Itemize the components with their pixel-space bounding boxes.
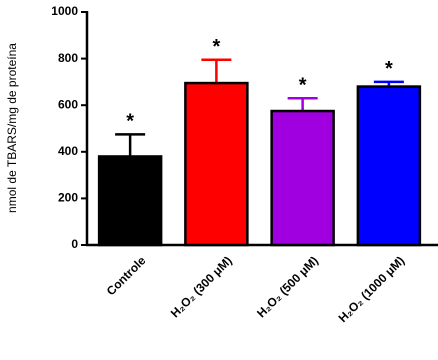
y-tick-label: 200 (58, 191, 78, 205)
annotation: * (212, 36, 220, 58)
y-tick-label: 0 (71, 237, 78, 251)
y-tick-label: 400 (58, 144, 78, 158)
x-tick-label: H₂O₂ (300 μM) (168, 253, 235, 320)
annotation: * (126, 111, 134, 133)
x-tick-label: H₂O₂ (500 μM) (254, 253, 321, 320)
y-tick-label: 600 (58, 97, 78, 111)
annotation: * (299, 74, 307, 96)
annotation: * (385, 58, 393, 80)
x-tick-label: H₂O₂ (1000 μM) (336, 253, 408, 325)
bar (97, 155, 163, 247)
x-tick-label: Controle (104, 253, 149, 298)
bar (356, 85, 422, 247)
bar (270, 109, 335, 247)
y-tick-label: 800 (58, 51, 78, 65)
y-tick-label: 1000 (51, 4, 78, 18)
y-axis-label: nmol de TBARS/mg de proteína (5, 43, 19, 213)
bar (184, 81, 249, 247)
